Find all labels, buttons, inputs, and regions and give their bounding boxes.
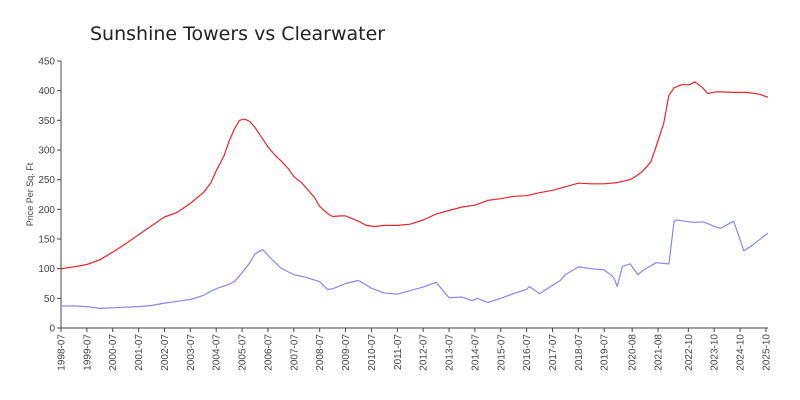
x-tick-label: 2008-07: [315, 334, 326, 371]
y-tick-label: 400: [38, 86, 55, 97]
x-tick-label: 2016-07: [522, 334, 533, 371]
x-tick-label: 2006-07: [263, 334, 274, 371]
x-tick-label: 2003-07: [186, 334, 197, 371]
x-tick-label: 2004-07: [212, 334, 223, 371]
y-axis: 0 50 100 150 200 250 300 350 400 450: [38, 57, 62, 335]
y-tick-label: 200: [38, 205, 55, 216]
y-tick-label: 50: [44, 294, 56, 305]
x-tick-label: 2000-07: [108, 334, 119, 371]
y-axis-label: Price Per Sq. Ft: [25, 162, 35, 226]
x-tick-label: 2019-07: [600, 334, 611, 371]
x-tick-label: 2013-07: [445, 334, 456, 371]
x-tick-label: 1999-07: [82, 334, 93, 371]
chart-title: Sunshine Towers vs Clearwater: [90, 23, 385, 45]
x-tick-label: 2014-07: [470, 334, 481, 371]
x-tick-label: 2009-07: [341, 334, 352, 371]
x-tick-label: 2025-10: [761, 334, 772, 371]
x-tick-label: 2015-07: [496, 334, 507, 371]
x-tick-label: 2001-07: [134, 334, 145, 371]
y-tick-label: 250: [38, 175, 55, 186]
series-line-sunshine-towers: [60, 81, 769, 270]
x-tick-label: 2005-07: [238, 334, 249, 371]
x-tick-label: 1998-07: [57, 334, 68, 371]
y-tick-label: 150: [38, 235, 55, 246]
x-tick-label: 2022-10: [684, 334, 695, 371]
x-tick-label: 2012-07: [419, 334, 430, 371]
x-tick-label: 2007-07: [289, 334, 300, 371]
x-tick-label: 2010-07: [367, 334, 378, 371]
y-tick-label: 300: [38, 146, 55, 157]
series-line-clearwater: [61, 219, 769, 309]
x-tick-label: 2017-07: [548, 334, 559, 371]
x-tick-label: 2018-07: [574, 334, 585, 371]
x-tick-label: 2011-07: [393, 334, 404, 370]
y-tick-label: 100: [38, 264, 55, 275]
x-tick-label: 2023-10: [710, 334, 721, 371]
x-tick-label: 2024-10: [736, 334, 747, 371]
y-tick-label: 0: [49, 324, 55, 335]
y-tick-label: 350: [38, 116, 55, 127]
x-tick-label: 2002-07: [160, 334, 171, 371]
x-tick-label: 2021-08: [654, 334, 665, 371]
series-group: [60, 81, 769, 309]
x-axis: 1998-07 1999-07 2000-07 2001-07 2002-07 2003-…: [57, 327, 772, 371]
x-tick-label: 2020-08: [628, 334, 639, 371]
y-tick-label: 450: [38, 57, 55, 68]
